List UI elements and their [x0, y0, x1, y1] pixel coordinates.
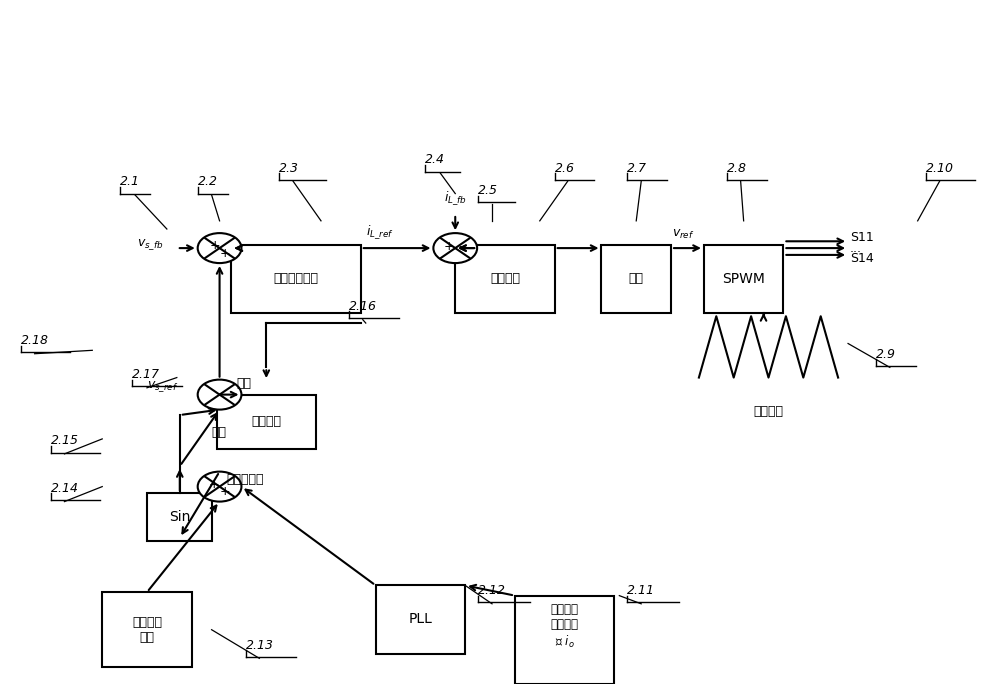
Text: 2.6: 2.6 [555, 161, 575, 174]
Text: 2.14: 2.14 [51, 482, 79, 495]
Text: 2.8: 2.8 [727, 161, 747, 174]
FancyBboxPatch shape [147, 493, 212, 541]
Text: +: + [444, 240, 455, 253]
Text: +: + [209, 239, 220, 252]
FancyBboxPatch shape [217, 394, 316, 449]
Text: 相位控制
算法: 相位控制 算法 [132, 616, 162, 644]
Text: S14: S14 [850, 252, 874, 264]
Text: +: + [208, 478, 219, 491]
Text: 2.2: 2.2 [198, 175, 218, 188]
Text: 比例谐振控制: 比例谐振控制 [274, 272, 319, 285]
Text: +: + [219, 247, 230, 260]
FancyBboxPatch shape [515, 596, 614, 684]
Text: ...: ... [850, 242, 862, 255]
Text: 2.4: 2.4 [425, 153, 445, 166]
Text: 2.17: 2.17 [132, 368, 160, 381]
FancyBboxPatch shape [376, 585, 465, 653]
Text: 限幅: 限幅 [629, 272, 644, 285]
Text: $v_{s\_ref}$: $v_{s\_ref}$ [147, 379, 178, 394]
Text: $i_{L\_ref}$: $i_{L\_ref}$ [366, 223, 394, 241]
FancyBboxPatch shape [601, 245, 671, 313]
Text: 参考相位值: 参考相位值 [227, 473, 264, 486]
Text: 2.12: 2.12 [478, 584, 506, 597]
Text: 幅度: 幅度 [236, 377, 251, 390]
FancyBboxPatch shape [231, 245, 361, 313]
Text: 2.5: 2.5 [478, 184, 498, 197]
FancyBboxPatch shape [455, 245, 555, 313]
Text: 比例控制: 比例控制 [490, 272, 520, 285]
Text: 2.3: 2.3 [279, 161, 299, 174]
Text: 2.13: 2.13 [246, 638, 274, 651]
Text: 2.16: 2.16 [349, 300, 377, 313]
Text: 2.7: 2.7 [627, 161, 647, 174]
Circle shape [198, 471, 241, 502]
Text: Sin: Sin [169, 510, 190, 524]
Text: $v_{s\_fb}$: $v_{s\_fb}$ [137, 237, 164, 252]
Text: SPWM: SPWM [722, 272, 765, 286]
Text: 2.10: 2.10 [926, 161, 954, 174]
Text: 相位: 相位 [212, 425, 227, 438]
Text: S11: S11 [850, 232, 874, 245]
Circle shape [198, 233, 241, 263]
Text: 2.15: 2.15 [51, 434, 79, 447]
FancyBboxPatch shape [102, 592, 192, 667]
Text: 2.11: 2.11 [627, 584, 655, 597]
Text: 幅度给定: 幅度给定 [251, 416, 281, 429]
Text: 三角载波: 三角载波 [754, 405, 784, 418]
Text: PLL: PLL [409, 613, 432, 627]
Text: $i_{L\_fb}$: $i_{L\_fb}$ [444, 190, 467, 207]
Circle shape [198, 380, 241, 409]
FancyBboxPatch shape [704, 245, 783, 313]
Circle shape [433, 233, 477, 263]
Text: +: + [219, 485, 230, 498]
Text: -: - [458, 240, 462, 253]
Text: 2.18: 2.18 [21, 334, 49, 347]
Text: 工频变压
器次级电
流 $i_o$: 工频变压 器次级电 流 $i_o$ [551, 603, 579, 649]
Text: 2.9: 2.9 [876, 348, 896, 361]
Text: $v_{ref}$: $v_{ref}$ [672, 228, 695, 241]
Text: 2.1: 2.1 [120, 175, 140, 188]
